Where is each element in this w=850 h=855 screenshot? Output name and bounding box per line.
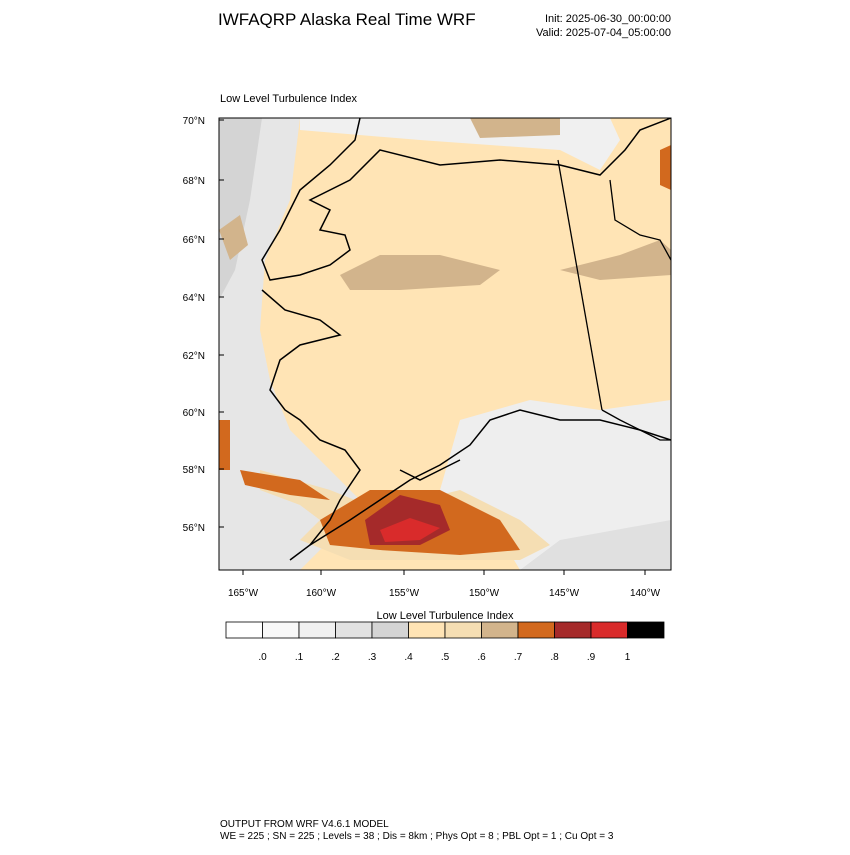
- colorbar-box: [408, 621, 446, 639]
- colorbar-label: .4: [404, 652, 413, 663]
- tan-west: [219, 215, 248, 260]
- colorbar-box: [554, 621, 592, 639]
- lat-label: 64°N: [183, 293, 205, 304]
- footer-line1: OUTPUT FROM WRF V4.6.1 MODEL: [220, 819, 389, 830]
- orange-ne: [660, 145, 671, 190]
- ocean-west: [219, 118, 360, 570]
- lon-label: 165°W: [228, 588, 259, 599]
- colorbar: .0 .1 .2 .3 .4 .5 .6 .7 .8 .9 1: [225, 621, 665, 663]
- colorbar-label: .6: [477, 652, 486, 663]
- orange-edge: [219, 420, 230, 470]
- colorbar-label: .9: [587, 652, 596, 663]
- west-coast: [261, 289, 361, 561]
- lon-label: 160°W: [306, 588, 337, 599]
- colorbar-label: .3: [368, 652, 377, 663]
- lon-label: 150°W: [469, 588, 500, 599]
- title: IWFAQRP Alaska Real Time WRF: [218, 10, 476, 29]
- lat-label: 68°N: [183, 176, 205, 187]
- axes: 70°N 68°N 66°N 64°N 62°N 60°N 58°N 56°N 165°W 160…: [183, 116, 661, 599]
- coastline: [261, 118, 671, 561]
- colorbar-box: [225, 621, 263, 639]
- lon-label: 140°W: [630, 588, 661, 599]
- colorbar-box: [481, 621, 519, 639]
- lat-label: 60°N: [183, 408, 205, 419]
- north-coast: [261, 118, 671, 281]
- colorbar-box: [444, 621, 482, 639]
- colorbar-label: .0: [258, 652, 267, 663]
- map-frame: [218, 117, 672, 571]
- south-coast: [309, 409, 671, 546]
- colorbar-box: [335, 621, 373, 639]
- peninsula: [399, 459, 461, 481]
- init-time: Init: 2025-06-30_00:00:00: [545, 13, 671, 25]
- lat-label: 70°N: [183, 116, 205, 127]
- valid-time: Valid: 2025-07-04_05:00:00: [536, 27, 671, 39]
- colorbar-label: .2: [331, 652, 340, 663]
- lat-label: 66°N: [183, 235, 205, 246]
- colorbar-box: [590, 621, 628, 639]
- border-south: [601, 409, 671, 441]
- orange-west: [240, 470, 330, 500]
- tan-interior: [340, 255, 500, 290]
- colorbar-label: .8: [550, 652, 559, 663]
- border-east: [609, 179, 671, 261]
- red-core: [380, 518, 440, 542]
- colorbar-label: 1: [625, 652, 631, 663]
- colorbar-box: [298, 621, 336, 639]
- colorbar-title: Low Level Turbulence Index: [377, 610, 514, 622]
- tan-east: [560, 240, 671, 280]
- lat-label: 62°N: [183, 351, 205, 362]
- lon-label: 145°W: [549, 588, 580, 599]
- colorbar-box: [262, 621, 300, 639]
- colorbar-box: [517, 621, 555, 639]
- gulf-gray: [520, 520, 671, 570]
- tan-north: [470, 118, 560, 138]
- plot-label: Low Level Turbulence Index: [220, 93, 357, 105]
- lat-label: 58°N: [183, 465, 205, 476]
- colorbar-label: .7: [514, 652, 523, 663]
- lon-label: 155°W: [389, 588, 420, 599]
- border-line: [557, 159, 603, 411]
- colorbar-label: .5: [441, 652, 450, 663]
- lat-label: 56°N: [183, 523, 205, 534]
- colorbar-label: .1: [295, 652, 304, 663]
- map-field: [219, 118, 671, 570]
- footer-line2: WE = 225 ; SN = 225 ; Levels = 38 ; Dis …: [220, 831, 614, 842]
- colorbar-box: [371, 621, 409, 639]
- borders: [557, 159, 671, 441]
- colorbar-box: [627, 621, 665, 639]
